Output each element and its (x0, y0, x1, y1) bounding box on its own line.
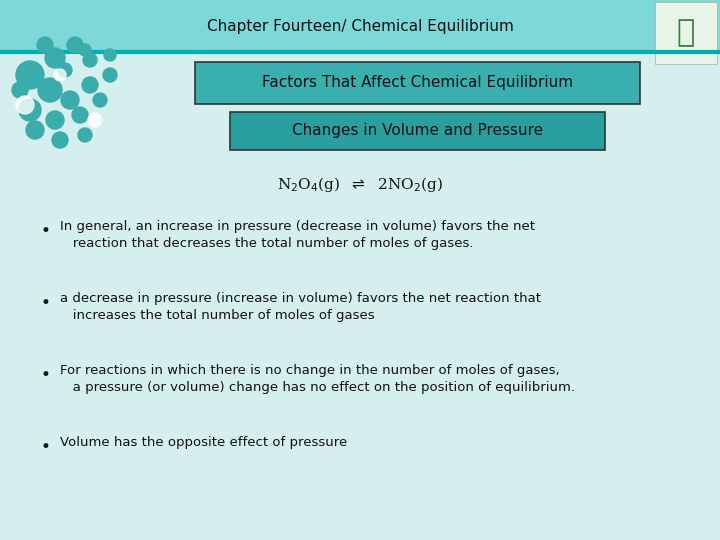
Circle shape (19, 99, 41, 121)
Text: Changes in Volume and Pressure: Changes in Volume and Pressure (292, 124, 543, 138)
Bar (655, 2, 717, 64)
Text: Factors That Affect Chemical Equilibrium: Factors That Affect Chemical Equilibrium (262, 76, 573, 91)
Text: For reactions in which there is no change in the number of moles of gases,
   a : For reactions in which there is no chang… (60, 364, 575, 394)
Circle shape (54, 69, 66, 81)
Circle shape (52, 132, 68, 148)
Text: •: • (40, 438, 50, 456)
Text: 🏛: 🏛 (677, 18, 695, 48)
Circle shape (82, 77, 98, 93)
Text: Chapter Fourteen/ Chemical Equilibrium: Chapter Fourteen/ Chemical Equilibrium (207, 18, 513, 33)
Circle shape (67, 37, 83, 53)
Circle shape (12, 82, 28, 98)
Text: Volume has the opposite effect of pressure: Volume has the opposite effect of pressu… (60, 436, 347, 449)
Circle shape (38, 78, 62, 102)
Circle shape (72, 107, 88, 123)
Text: •: • (40, 222, 50, 240)
Circle shape (103, 68, 117, 82)
Circle shape (16, 96, 34, 114)
Circle shape (61, 91, 79, 109)
Circle shape (46, 111, 64, 129)
Text: •: • (40, 366, 50, 384)
Circle shape (83, 53, 97, 67)
Circle shape (93, 93, 107, 107)
Text: N$_2$O$_4$(g)  $\rightleftharpoons$  2NO$_2$(g): N$_2$O$_4$(g) $\rightleftharpoons$ 2NO$_… (277, 176, 443, 194)
Text: In general, an increase in pressure (decrease in volume) favors the net
   react: In general, an increase in pressure (dec… (60, 220, 535, 250)
Text: a decrease in pressure (increase in volume) favors the net reaction that
   incr: a decrease in pressure (increase in volu… (60, 292, 541, 322)
Bar (195, 62, 640, 104)
Text: •: • (40, 294, 50, 312)
Bar (0, 0, 720, 52)
Circle shape (26, 121, 44, 139)
Circle shape (45, 48, 65, 68)
Circle shape (37, 37, 53, 53)
Circle shape (88, 113, 102, 127)
Circle shape (78, 128, 92, 142)
Circle shape (79, 44, 91, 56)
Circle shape (16, 61, 44, 89)
Bar (230, 112, 605, 150)
Circle shape (58, 63, 72, 77)
Circle shape (104, 49, 116, 61)
